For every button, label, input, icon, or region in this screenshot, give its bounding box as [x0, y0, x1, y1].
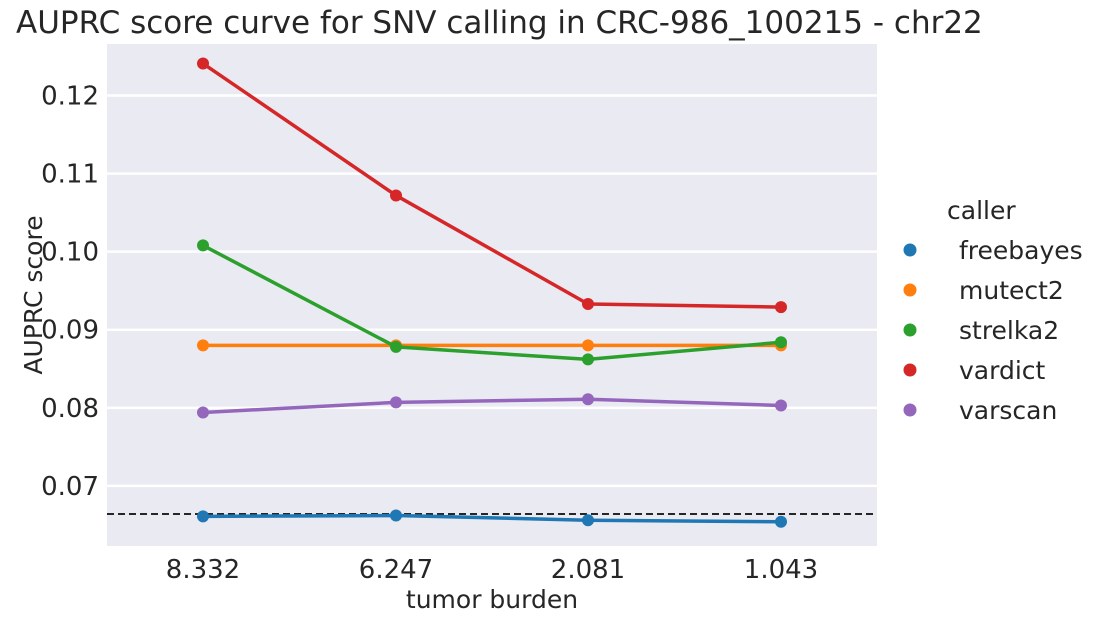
y-tick-label: 0.08	[41, 394, 99, 424]
series-strelka2	[197, 239, 787, 366]
legend: caller freebayes mutect2 strelka2 vardict va…	[903, 196, 1083, 425]
data-point	[775, 301, 787, 314]
series-varscan	[197, 393, 787, 419]
series-line	[202, 62, 782, 309]
x-tick-label: 6.247	[359, 555, 433, 585]
legend-marker	[903, 363, 917, 377]
data-point	[775, 515, 787, 528]
x-axis-label: tumor burden	[406, 585, 578, 614]
y-axis-label: AUPRC score	[19, 215, 48, 374]
y-tick-label: 0.12	[41, 82, 99, 112]
legend-marker	[903, 403, 917, 417]
y-tick-label: 0.07	[41, 472, 99, 502]
y-axis: 0.07 0.08 0.09 0.10 0.11 0.12	[41, 82, 99, 502]
legend-item: freebayes	[903, 236, 1083, 265]
legend-title: caller	[947, 196, 1016, 225]
y-tick-label: 0.11	[41, 160, 99, 190]
y-tick-label: 0.09	[41, 316, 99, 346]
y-tick-label: 0.10	[41, 238, 99, 268]
data-point	[197, 406, 209, 419]
legend-item: vardict	[903, 356, 1046, 385]
data-point	[197, 239, 209, 252]
legend-item: mutect2	[903, 276, 1064, 305]
data-point	[582, 514, 594, 527]
data-point	[582, 353, 594, 366]
legend-item: varscan	[903, 396, 1057, 425]
series-line	[202, 243, 782, 362]
series-line	[202, 513, 782, 524]
data-point	[390, 396, 402, 409]
data-point	[390, 340, 402, 353]
data-point	[197, 510, 209, 523]
legend-label: varscan	[959, 396, 1057, 425]
data-point	[197, 339, 209, 352]
data-point	[197, 57, 209, 70]
data-point	[775, 336, 787, 349]
data-point	[582, 297, 594, 310]
x-axis: 8.332 6.247 2.081 1.043	[166, 555, 818, 585]
data-point	[582, 339, 594, 352]
data-point	[775, 399, 787, 412]
series-line	[202, 397, 782, 415]
x-tick-label: 1.043	[744, 555, 818, 585]
data-point	[390, 189, 402, 202]
legend-marker	[903, 283, 917, 297]
series-vardict	[197, 57, 787, 314]
legend-label: freebayes	[959, 236, 1083, 265]
legend-label: vardict	[959, 356, 1046, 385]
legend-label: strelka2	[959, 316, 1059, 345]
chart-title: AUPRC score curve for SNV calling in CRC…	[16, 5, 983, 41]
legend-marker	[903, 323, 917, 337]
legend-marker	[903, 243, 917, 257]
grid	[107, 94, 877, 488]
legend-label: mutect2	[959, 276, 1064, 305]
series-freebayes	[197, 509, 787, 528]
x-tick-label: 2.081	[551, 555, 625, 585]
x-tick-label: 8.332	[166, 555, 240, 585]
series-layer	[197, 57, 787, 528]
data-point	[582, 393, 594, 406]
legend-item: strelka2	[903, 316, 1059, 345]
data-point	[390, 509, 402, 522]
plot-area	[107, 44, 877, 546]
